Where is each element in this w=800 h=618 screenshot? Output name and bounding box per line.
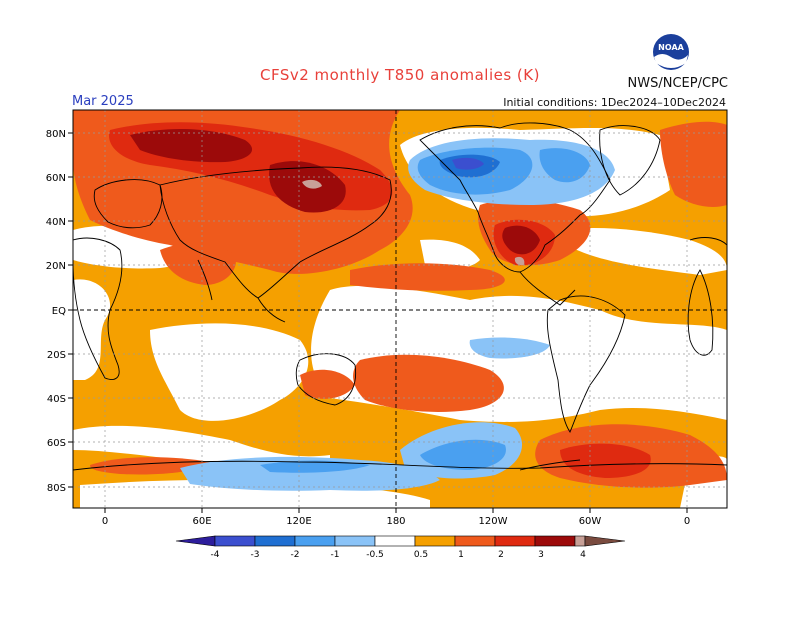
lon-label: 120W — [479, 516, 508, 527]
legend-swatch — [414, 535, 456, 547]
legend-label: -1 — [331, 550, 340, 560]
lon-label: 0 — [102, 516, 108, 527]
legend-label: 0.5 — [414, 550, 428, 560]
lon-label: 60W — [579, 516, 602, 527]
lat-label: 20N — [46, 261, 66, 272]
legend-swatch — [534, 535, 576, 547]
lat-label: 60N — [46, 173, 66, 184]
legend-swatch — [574, 535, 586, 547]
svg-text:NOAA: NOAA — [658, 43, 684, 52]
lat-label: 40N — [46, 217, 66, 228]
forecast-month: Mar 2025 — [72, 94, 134, 109]
color-legend — [175, 535, 626, 547]
legend-label: -4 — [211, 550, 220, 560]
legend-swatch — [214, 535, 256, 547]
warm-anomaly-above-4 — [302, 179, 525, 266]
map-frame — [72, 109, 728, 509]
initial-conditions: Initial conditions: 1Dec2024–10Dec2024 — [503, 96, 726, 109]
legend-swatch — [334, 535, 376, 547]
noaa-logo: NOAA — [653, 34, 689, 70]
legend-label: 2 — [498, 550, 504, 560]
legend-labels: -4 -3 -2 -1 -0.5 0.5 1 2 3 4 — [211, 550, 587, 560]
legend-swatch — [254, 535, 296, 547]
longitude-labels: 0 60E 120E 180 120W 60W 0 — [102, 516, 690, 527]
legend-label: -3 — [251, 550, 260, 560]
lon-label: 60E — [192, 516, 211, 527]
legend-label: -2 — [291, 550, 300, 560]
latitude-labels: 80N 60N 40N 20N EQ 20S 40S 60S 80S — [46, 129, 66, 494]
legend-swatch — [454, 535, 496, 547]
legend-label: 3 — [538, 550, 544, 560]
organization-label: NWS/NCEP/CPC — [627, 76, 728, 91]
lat-label: 20S — [47, 350, 66, 361]
legend-arrow-low — [175, 535, 216, 547]
lat-label: 80N — [46, 129, 66, 140]
legend-swatch — [494, 535, 536, 547]
lon-label: 0 — [684, 516, 690, 527]
legend-label: -0.5 — [366, 550, 384, 560]
lat-label: 60S — [47, 438, 66, 449]
map-title: CFSv2 monthly T850 anomalies (K) — [260, 66, 540, 84]
lat-label: 80S — [47, 483, 66, 494]
legend-swatch — [294, 535, 336, 547]
cool-anomaly-very-strong — [452, 157, 484, 170]
legend-arrow-high — [584, 535, 626, 547]
lon-label: 180 — [386, 516, 405, 527]
lat-lon-grid — [73, 110, 727, 508]
tick-marks — [68, 132, 688, 513]
legend-swatch — [374, 535, 416, 547]
lon-label: 120E — [286, 516, 311, 527]
legend-label: 4 — [580, 550, 586, 560]
legend-label: 1 — [458, 550, 464, 560]
lat-label: EQ — [52, 306, 66, 317]
lat-label: 40S — [47, 394, 66, 405]
